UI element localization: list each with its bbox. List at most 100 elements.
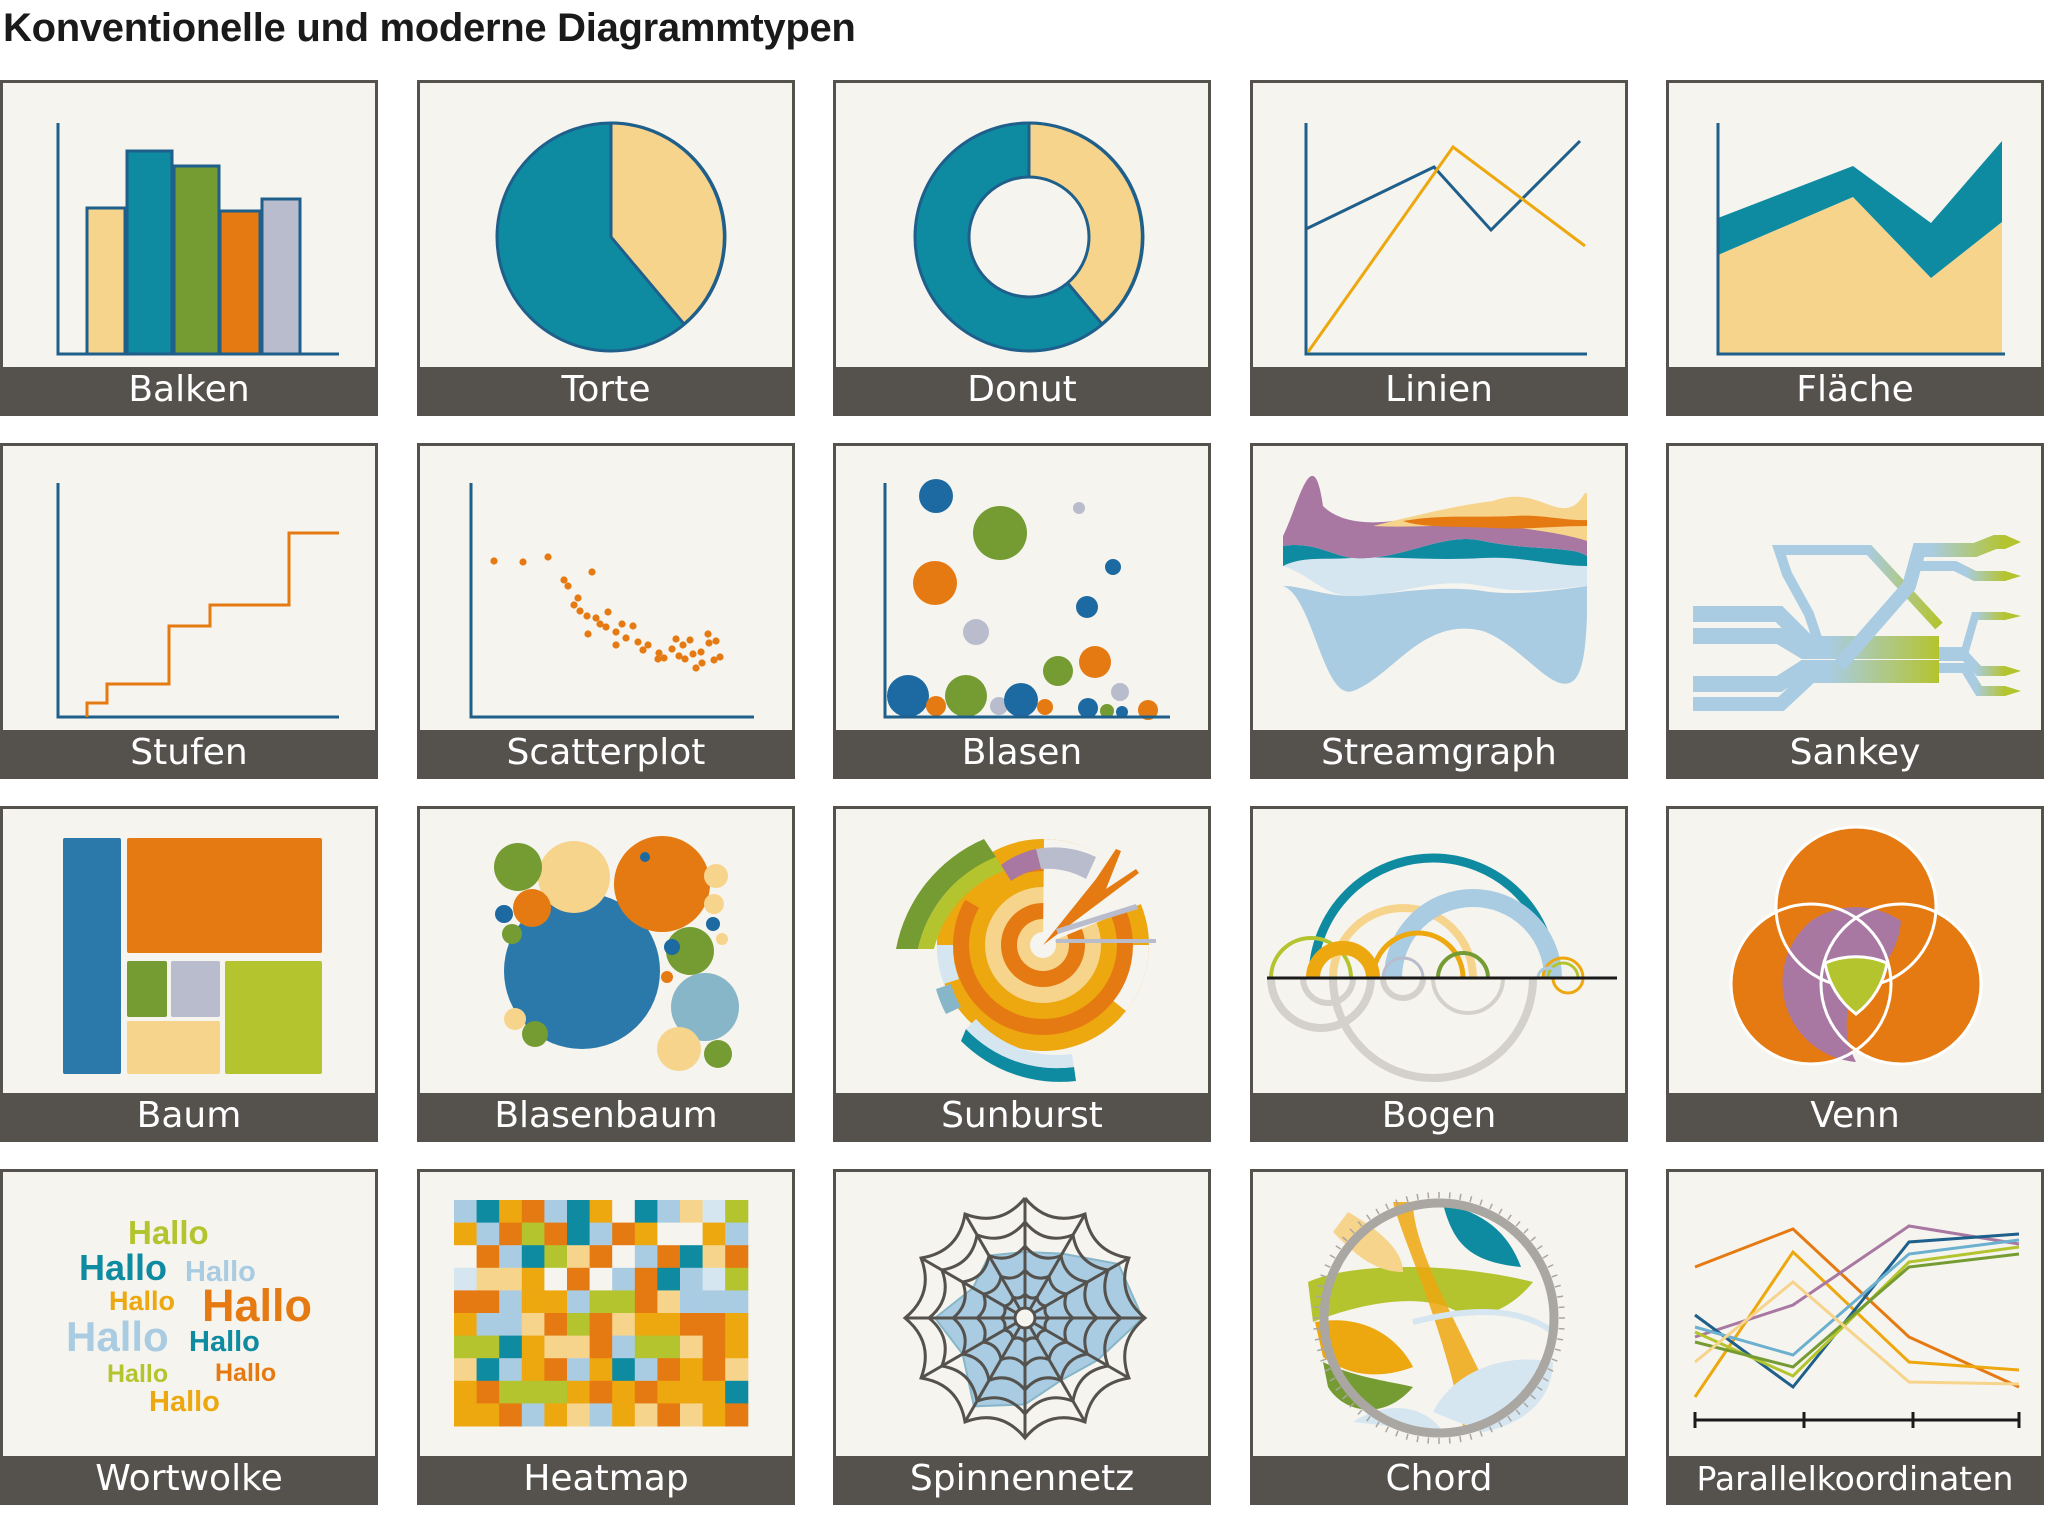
- scatter-point: [716, 653, 724, 661]
- chord-tick: [1489, 1426, 1493, 1433]
- scatter-point: [689, 650, 697, 658]
- heatmap-cell: [567, 1200, 591, 1224]
- heatmap-cell: [454, 1313, 478, 1337]
- heatmap-cell: [454, 1222, 478, 1246]
- heatmap-cell: [680, 1335, 704, 1359]
- heatmap-cell: [702, 1200, 726, 1224]
- heatmap-cell: [589, 1245, 613, 1269]
- heatmap-cell: [589, 1403, 613, 1427]
- heatmap-cell: [680, 1200, 704, 1224]
- tile-label: Venn: [1669, 1093, 2041, 1139]
- scatter-point: [704, 630, 712, 638]
- chord-tick: [1314, 1295, 1321, 1298]
- heatmap-cell: [476, 1358, 500, 1382]
- heatmap-cell: [544, 1290, 568, 1314]
- heatmap-cell: [680, 1358, 704, 1382]
- heatmap-cell: [634, 1403, 658, 1427]
- treemap-cell: [63, 838, 121, 1074]
- treemap-cell: [127, 838, 322, 953]
- tile-spinnennetz: Spinnennetz: [833, 1169, 1211, 1505]
- chord-tick: [1469, 1196, 1473, 1203]
- scatter-point: [712, 637, 720, 645]
- heatmap-cell: [521, 1290, 545, 1314]
- heatmap-cell: [657, 1358, 681, 1382]
- heatmap-cell: [634, 1267, 658, 1291]
- tile-label: Linien: [1253, 367, 1625, 413]
- chord-ribbons: [1308, 1202, 1555, 1432]
- scatter-point: [588, 568, 596, 576]
- tile-blasen: Blasen: [833, 443, 1211, 779]
- heatmap-cell: [544, 1200, 568, 1224]
- arc-diagram-thumbnail: [1267, 853, 1617, 1082]
- chord-tick: [1416, 1193, 1419, 1200]
- heatmap-cell: [567, 1335, 591, 1359]
- tile-wortwolke: Hallo Hallo Hallo Hallo Hallo Hallo Hall…: [0, 1169, 378, 1505]
- scatter-point: [564, 582, 572, 590]
- parallel-lines: [1693, 1224, 2020, 1398]
- chord-tick: [1366, 1415, 1371, 1422]
- venn-circles: [1729, 825, 1983, 1066]
- heatmap-cell: [521, 1380, 545, 1404]
- heatmap-cell: [680, 1403, 704, 1427]
- heatmap-cell: [476, 1200, 500, 1224]
- chord-tick: [1349, 1402, 1355, 1408]
- line-series: [1305, 139, 1582, 233]
- heatmap-cell: [725, 1267, 749, 1291]
- heatmap-cell: [454, 1245, 478, 1269]
- chord-tick: [1558, 1327, 1565, 1330]
- heatmap-cell: [680, 1245, 704, 1269]
- tile-donut: Donut: [833, 80, 1211, 416]
- heatmap-cell: [567, 1358, 591, 1382]
- scatter-point: [692, 664, 700, 672]
- heatmap-cell: [499, 1267, 523, 1291]
- scatter-point: [584, 630, 592, 638]
- heatmap-cell: [567, 1380, 591, 1404]
- chord-tick: [1313, 1327, 1320, 1330]
- radar-spoke: [920, 1316, 1026, 1380]
- tile-label: Bogen: [1253, 1093, 1625, 1139]
- scatter-point: [697, 648, 705, 656]
- chord-tick: [1542, 1377, 1549, 1382]
- scatter-point: [644, 641, 652, 649]
- chord-tick: [1405, 1433, 1409, 1440]
- heatmap-cell: [499, 1200, 523, 1224]
- tile-label: Chord: [1253, 1456, 1625, 1502]
- chord-tick: [1507, 1415, 1512, 1422]
- scatter-point: [592, 614, 600, 622]
- parallel-coordinates-thumbnail: [1693, 1224, 2021, 1428]
- heatmap-cell: [680, 1380, 704, 1404]
- heatmap-cell: [634, 1380, 658, 1404]
- treemap-cell: [225, 961, 322, 1074]
- chord-tick: [1324, 1368, 1331, 1372]
- sankey-flows: [1693, 535, 2005, 711]
- heatmap-cell: [657, 1313, 681, 1337]
- scatter-point: [602, 623, 610, 631]
- heatmap-cell: [634, 1358, 658, 1382]
- chord-tick: [1395, 1430, 1399, 1437]
- heatmap-cell: [567, 1222, 591, 1246]
- radar-spoke: [963, 1213, 1027, 1319]
- radar-spoke: [1023, 1317, 1087, 1423]
- pie-slice: [609, 121, 726, 327]
- chord-tick: [1551, 1274, 1558, 1278]
- scatter-point: [604, 608, 612, 616]
- heatmap-cell: [725, 1290, 749, 1314]
- tile-chord: Chord: [1250, 1169, 1628, 1505]
- chord-tick: [1329, 1254, 1336, 1259]
- treemap-cell: [127, 1021, 220, 1074]
- heatmap-cell: [702, 1335, 726, 1359]
- chord-tick: [1416, 1436, 1419, 1443]
- chord-tick: [1551, 1358, 1558, 1362]
- scatter-point: [681, 655, 689, 663]
- scatter-point: [583, 612, 591, 620]
- page-title: Konventionelle und moderne Diagrammtypen: [3, 6, 856, 50]
- chord-tick: [1317, 1348, 1324, 1352]
- heatmap-cell: [476, 1222, 500, 1246]
- heatmap-cell: [521, 1313, 545, 1337]
- chord-diagram-thumbnail: [1308, 1192, 1565, 1444]
- scatter-point: [705, 639, 713, 647]
- radar-ring: [926, 1221, 1124, 1417]
- chord-tick: [1547, 1368, 1554, 1372]
- heatmap-cell: [634, 1290, 658, 1314]
- chord-tick: [1448, 1192, 1451, 1199]
